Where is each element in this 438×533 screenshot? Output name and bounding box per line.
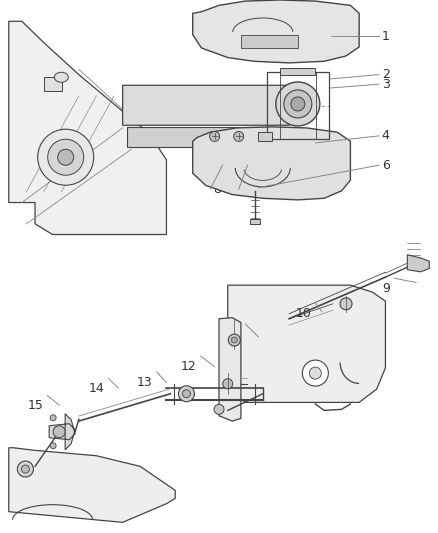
Polygon shape [9,21,166,235]
Circle shape [50,415,56,421]
Text: 9: 9 [382,282,390,295]
Polygon shape [123,85,307,125]
Text: 13: 13 [137,376,153,389]
Circle shape [214,405,224,414]
Text: 14: 14 [89,383,105,395]
Polygon shape [193,127,350,200]
Circle shape [284,90,312,118]
Polygon shape [241,35,298,48]
Circle shape [302,360,328,386]
Polygon shape [193,0,359,63]
Circle shape [53,426,65,438]
Circle shape [276,82,320,126]
Polygon shape [280,68,315,75]
Text: 7: 7 [242,183,250,196]
Text: 4: 4 [382,130,390,142]
Text: 2: 2 [382,68,390,81]
Polygon shape [127,127,272,147]
Circle shape [18,461,33,477]
Circle shape [48,139,84,175]
Circle shape [210,132,219,141]
Polygon shape [228,285,385,402]
Circle shape [309,367,321,379]
Circle shape [223,379,233,389]
Polygon shape [219,318,241,421]
Ellipse shape [54,72,68,82]
Text: 3: 3 [382,78,390,91]
Circle shape [231,337,237,343]
Bar [44,77,62,91]
Text: 1: 1 [382,30,390,43]
Polygon shape [49,414,75,450]
Polygon shape [9,448,175,522]
Circle shape [340,298,352,310]
Polygon shape [258,132,272,141]
Circle shape [21,465,29,473]
Text: 10: 10 [296,307,311,320]
Circle shape [50,443,56,449]
Circle shape [58,149,74,165]
Text: 12: 12 [181,360,197,373]
Text: 8: 8 [213,183,221,196]
Circle shape [183,390,191,398]
Circle shape [234,132,244,141]
Circle shape [291,97,305,111]
Text: 15: 15 [28,400,43,413]
Polygon shape [407,255,429,272]
Text: 11: 11 [226,328,241,341]
Bar [250,219,260,224]
Text: 6: 6 [382,159,390,172]
Circle shape [178,386,194,402]
Circle shape [228,334,240,346]
Circle shape [38,129,94,185]
